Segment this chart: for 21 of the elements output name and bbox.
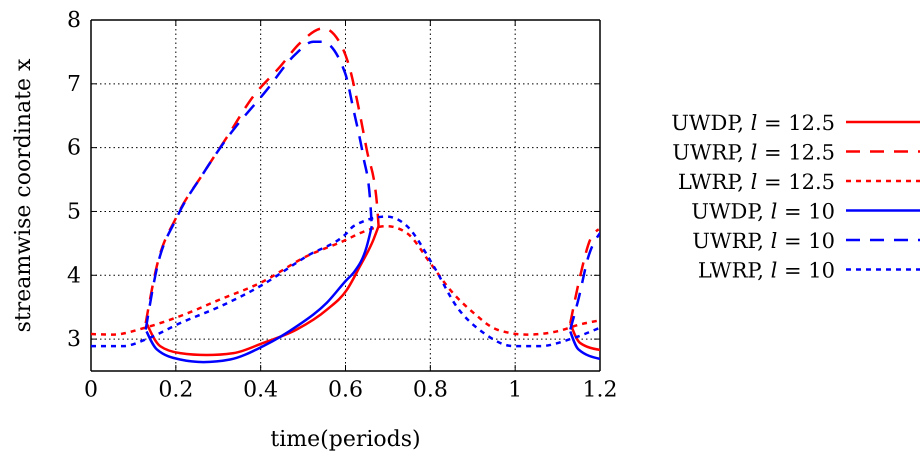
legend-label: LWRP, 𝑙 = 10 (698, 258, 835, 282)
legend-label: UWRP, 𝑙 = 10 (692, 229, 835, 253)
x-axis-title: time(periods) (270, 427, 421, 452)
y-tick-label: 3 (67, 327, 81, 352)
legend-label: UWRP, 𝑙 = 12.5 (672, 140, 835, 164)
legend-label: UWDP, 𝑙 = 10 (691, 200, 835, 224)
x-tick-label: 1.2 (582, 378, 618, 403)
y-axis-title: streamwise coordinate x (11, 58, 36, 332)
x-tick-label: 0.4 (243, 378, 278, 403)
y-tick-label: 4 (67, 263, 81, 288)
y-tick-label: 6 (67, 136, 81, 161)
x-tick-label: 0.6 (328, 378, 363, 403)
legend-label: LWRP, 𝑙 = 12.5 (678, 170, 835, 194)
y-tick-label: 8 (67, 8, 81, 34)
x-tick-label: 0.2 (158, 378, 194, 403)
y-tick-label: 7 (67, 72, 81, 97)
legend-label: UWDP, 𝑙 = 12.5 (671, 111, 835, 135)
x-tick-label: 1 (508, 378, 522, 403)
y-tick-label: 5 (67, 199, 81, 224)
x-tick-label: 0.8 (412, 378, 448, 403)
x-tick-label: 0 (84, 378, 98, 403)
